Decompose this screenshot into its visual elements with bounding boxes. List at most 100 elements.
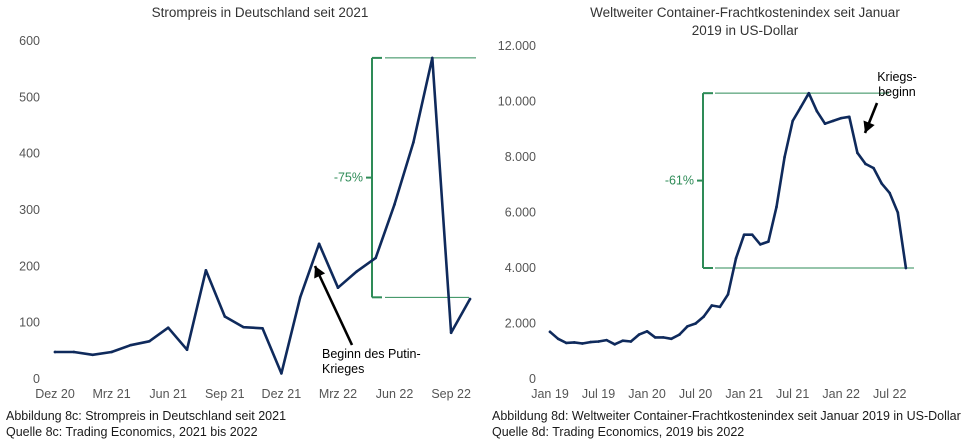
data-point <box>734 256 738 260</box>
data-point <box>166 326 170 330</box>
data-point <box>742 233 746 236</box>
chart-title: Weltweiter Container-Frachtkostenindex s… <box>525 4 965 40</box>
series-line <box>548 91 908 346</box>
data-point <box>605 338 608 342</box>
data-point <box>317 242 321 246</box>
y-tick-label: 8.000 <box>505 150 536 164</box>
x-tick-label: Mrz 21 <box>92 387 130 401</box>
data-point <box>710 304 714 307</box>
data-point <box>839 116 843 120</box>
annotation-text: beginn <box>878 85 916 99</box>
data-point <box>791 119 794 123</box>
data-point <box>645 329 649 333</box>
x-tick-label: Mrz 22 <box>319 387 357 401</box>
y-tick-label: 12.000 <box>498 39 536 53</box>
data-point <box>110 350 113 354</box>
data-point <box>336 286 340 290</box>
data-point <box>621 339 625 343</box>
data-point <box>718 305 722 309</box>
data-point <box>653 336 657 339</box>
data-point <box>686 324 689 328</box>
data-point <box>556 337 560 341</box>
data-point <box>572 341 576 344</box>
data-point <box>72 350 76 354</box>
x-tick-label: Sep 21 <box>205 387 245 401</box>
bracket-label: -61% <box>665 174 694 188</box>
data-point <box>807 91 811 95</box>
data-point <box>694 322 697 325</box>
x-tick-label: Sep 22 <box>431 387 471 401</box>
data-point <box>548 330 552 334</box>
data-point <box>393 203 396 206</box>
figure-source: Quelle 8d: Trading Economics, 2019 bis 2… <box>492 425 745 439</box>
data-point <box>726 293 730 296</box>
y-tick-label: 2.000 <box>505 317 536 331</box>
x-tick-label: Jan 22 <box>822 387 860 401</box>
data-point <box>449 331 453 335</box>
annotation-arrow-shaft <box>313 265 354 346</box>
data-point <box>783 155 786 159</box>
line-chart-frachtkosten: 0 2.000 4.000 6.000 8.000 10.000 12.000 Jan 19 J… <box>498 39 917 401</box>
data-point <box>799 105 803 109</box>
data-point <box>702 315 705 318</box>
series-line <box>53 56 472 375</box>
data-point <box>597 340 600 343</box>
y-tick-label: 6.000 <box>505 206 536 220</box>
annotation-arrow-head <box>314 266 326 279</box>
data-point <box>242 325 245 329</box>
data-point <box>831 119 835 123</box>
x-tick-label: Jun 21 <box>149 387 187 401</box>
data-point <box>581 342 584 345</box>
annotation-text: Beginn des Putin- <box>322 347 421 361</box>
data-point <box>185 348 189 352</box>
y-tick-label: 100 <box>19 316 40 330</box>
data-point <box>298 296 302 299</box>
data-point <box>355 270 359 273</box>
data-point <box>613 343 617 346</box>
data-point <box>412 141 415 144</box>
figure-caption: Abbildung 8c: Strompreis in Deutschland … <box>6 409 287 423</box>
data-point <box>856 151 859 155</box>
y-tick-label: 4.000 <box>505 261 536 275</box>
bracket-label: -75% <box>334 171 363 185</box>
data-point <box>629 340 633 343</box>
data-point <box>767 240 770 243</box>
x-tick-label: Dez 20 <box>35 387 75 401</box>
y-tick-label: 0 <box>33 372 40 386</box>
data-point <box>896 211 900 214</box>
data-point <box>880 182 883 185</box>
data-point <box>468 297 472 301</box>
y-tick-label: 400 <box>19 147 40 161</box>
x-tick-label: Jul 21 <box>776 387 809 401</box>
x-tick-label: Jan 20 <box>628 387 666 401</box>
data-point <box>823 122 827 125</box>
chart-title-line-1: Weltweiter Container-Frachtkostenindex s… <box>590 5 900 20</box>
y-tick-label: 500 <box>19 90 40 104</box>
line-chart-strompreis: 0 100 200 300 400 500 600 Dez 20 Mrz 21 Jun 21 Sep… <box>19 34 476 401</box>
data-point <box>564 341 568 345</box>
data-point <box>589 340 592 344</box>
data-point <box>148 339 151 343</box>
y-tick-label: 0 <box>529 372 536 386</box>
data-point <box>430 56 434 60</box>
data-point <box>261 327 264 330</box>
data-point <box>661 336 665 339</box>
x-tick-label: Jan 21 <box>725 387 763 401</box>
figure-caption: Abbildung 8d: Weltweiter Container-Frach… <box>492 409 961 423</box>
data-point <box>637 333 641 336</box>
y-tick-label: 200 <box>19 259 40 273</box>
data-point <box>872 166 875 170</box>
data-point <box>904 266 908 270</box>
x-tick-label: Jul 20 <box>679 387 712 401</box>
data-point <box>750 233 754 236</box>
annotation-text: Kriegs- <box>877 70 917 84</box>
y-tick-label: 10.000 <box>498 95 536 109</box>
data-point <box>815 109 819 113</box>
data-point <box>223 315 227 318</box>
data-point <box>91 353 95 357</box>
data-point <box>670 337 673 341</box>
data-point <box>888 191 892 195</box>
data-point <box>204 268 208 272</box>
chart-panel-strompreis: Strompreis in Deutschland seit 2021 0 100… <box>0 0 480 447</box>
data-point <box>678 333 681 336</box>
